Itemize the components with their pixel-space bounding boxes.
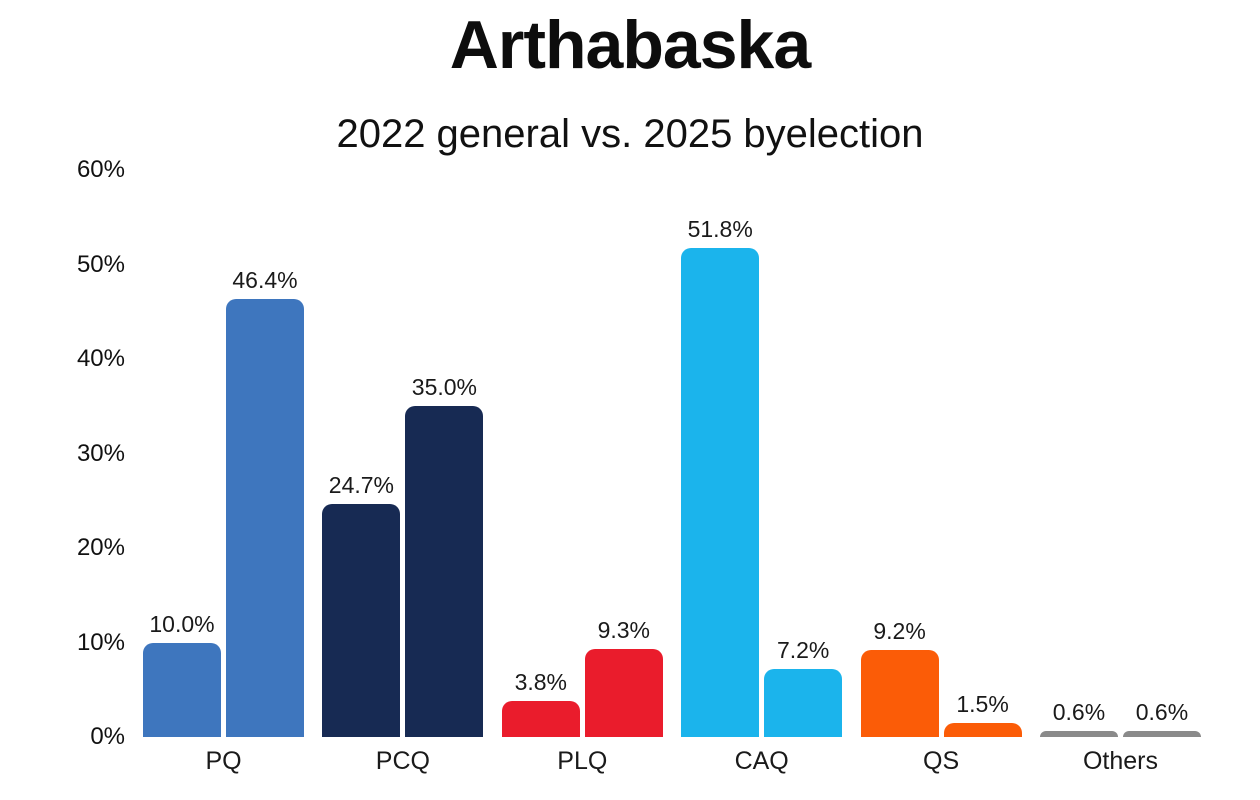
y-tick-label: 60%: [76, 156, 125, 183]
bar-group-pcq: 24.7% 35.0% PCQ: [322, 170, 484, 776]
bar-pq-2025: 46.4%: [226, 267, 304, 737]
bar-caq-2025: 7.2%: [764, 637, 843, 737]
bar-group-others: 0.6% 0.6% Others: [1039, 170, 1201, 776]
category-label-others: Others: [1082, 747, 1158, 775]
chart-subtitle: 2022 general vs. 2025 byelection: [336, 112, 924, 156]
y-tick-label: 50%: [76, 250, 125, 278]
bar-value-label: 10.0%: [149, 610, 215, 637]
bar-value-label: 0.6%: [1135, 699, 1189, 726]
bar-group-plq: 3.8% 9.3% PLQ: [501, 170, 663, 776]
bar-plq-2025: 9.3%: [584, 617, 663, 737]
bar-pair: 0.6% 0.6%: [1039, 170, 1201, 737]
bar-value-label: 51.8%: [687, 215, 753, 242]
bar-pair: 9.2% 1.5%: [860, 170, 1022, 737]
bar-pair: 51.8% 7.2%: [681, 170, 843, 737]
bar-group-caq: 51.8% 7.2% CAQ: [681, 170, 843, 776]
bar-plq-2022: 3.8%: [501, 669, 580, 737]
bar-group-pq: 10.0% 46.4% PQ: [143, 170, 304, 776]
y-tick-label: 20%: [76, 534, 125, 561]
category-label-pcq: PCQ: [375, 747, 430, 775]
y-tick-label: 40%: [76, 345, 125, 372]
bar-value-label: 24.7%: [328, 471, 394, 498]
plot-area: 0% 10% 20% 30% 40% 50% 60% 10.0% 46.4% PQ 24.7% 35…: [0, 156, 1260, 775]
bar-caq-2022: 51.8%: [681, 216, 760, 737]
bar-pcq-2025: 35.0%: [405, 374, 484, 737]
bar-value-label: 9.3%: [597, 617, 650, 644]
category-label-plq: PLQ: [557, 747, 608, 775]
bar-others-2022: 0.6%: [1039, 699, 1118, 737]
bar-pair: 10.0% 46.4%: [143, 170, 304, 737]
y-tick-label: 10%: [76, 628, 125, 656]
bars-row: 10.0% 46.4% PQ 24.7% 35.0% PCQ 3.8% 9.3% PLQ 51.8…: [143, 170, 1201, 775]
bar-pair: 24.7% 35.0%: [322, 170, 484, 737]
bar-qs-2022: 9.2%: [860, 618, 939, 737]
chart-title: Arthabaska: [449, 7, 811, 83]
bar-group-qs: 9.2% 1.5% QS: [860, 170, 1022, 776]
category-label-caq: CAQ: [734, 747, 789, 775]
bar-pair: 3.8% 9.3%: [501, 170, 663, 737]
bar-pcq-2022: 24.7%: [322, 472, 401, 737]
bar-pq-2022: 10.0%: [143, 611, 221, 737]
y-tick-label: 0%: [90, 723, 125, 750]
category-label-qs: QS: [923, 747, 960, 775]
bar-value-label: 9.2%: [873, 618, 926, 645]
category-label-pq: PQ: [205, 747, 242, 775]
bar-value-label: 46.4%: [232, 266, 298, 293]
bar-qs-2025: 1.5%: [943, 691, 1022, 737]
bar-value-label: 3.8%: [514, 669, 567, 696]
y-axis: 0% 10% 20% 30% 40% 50% 60%: [0, 156, 125, 750]
bar-value-label: 35.0%: [411, 374, 477, 401]
bar-value-label: 1.5%: [956, 690, 1009, 717]
bar-others-2025: 0.6%: [1122, 699, 1201, 737]
bar-value-label: 7.2%: [776, 636, 830, 663]
bar-value-label: 0.6%: [1052, 699, 1106, 726]
y-tick-label: 30%: [76, 439, 125, 467]
